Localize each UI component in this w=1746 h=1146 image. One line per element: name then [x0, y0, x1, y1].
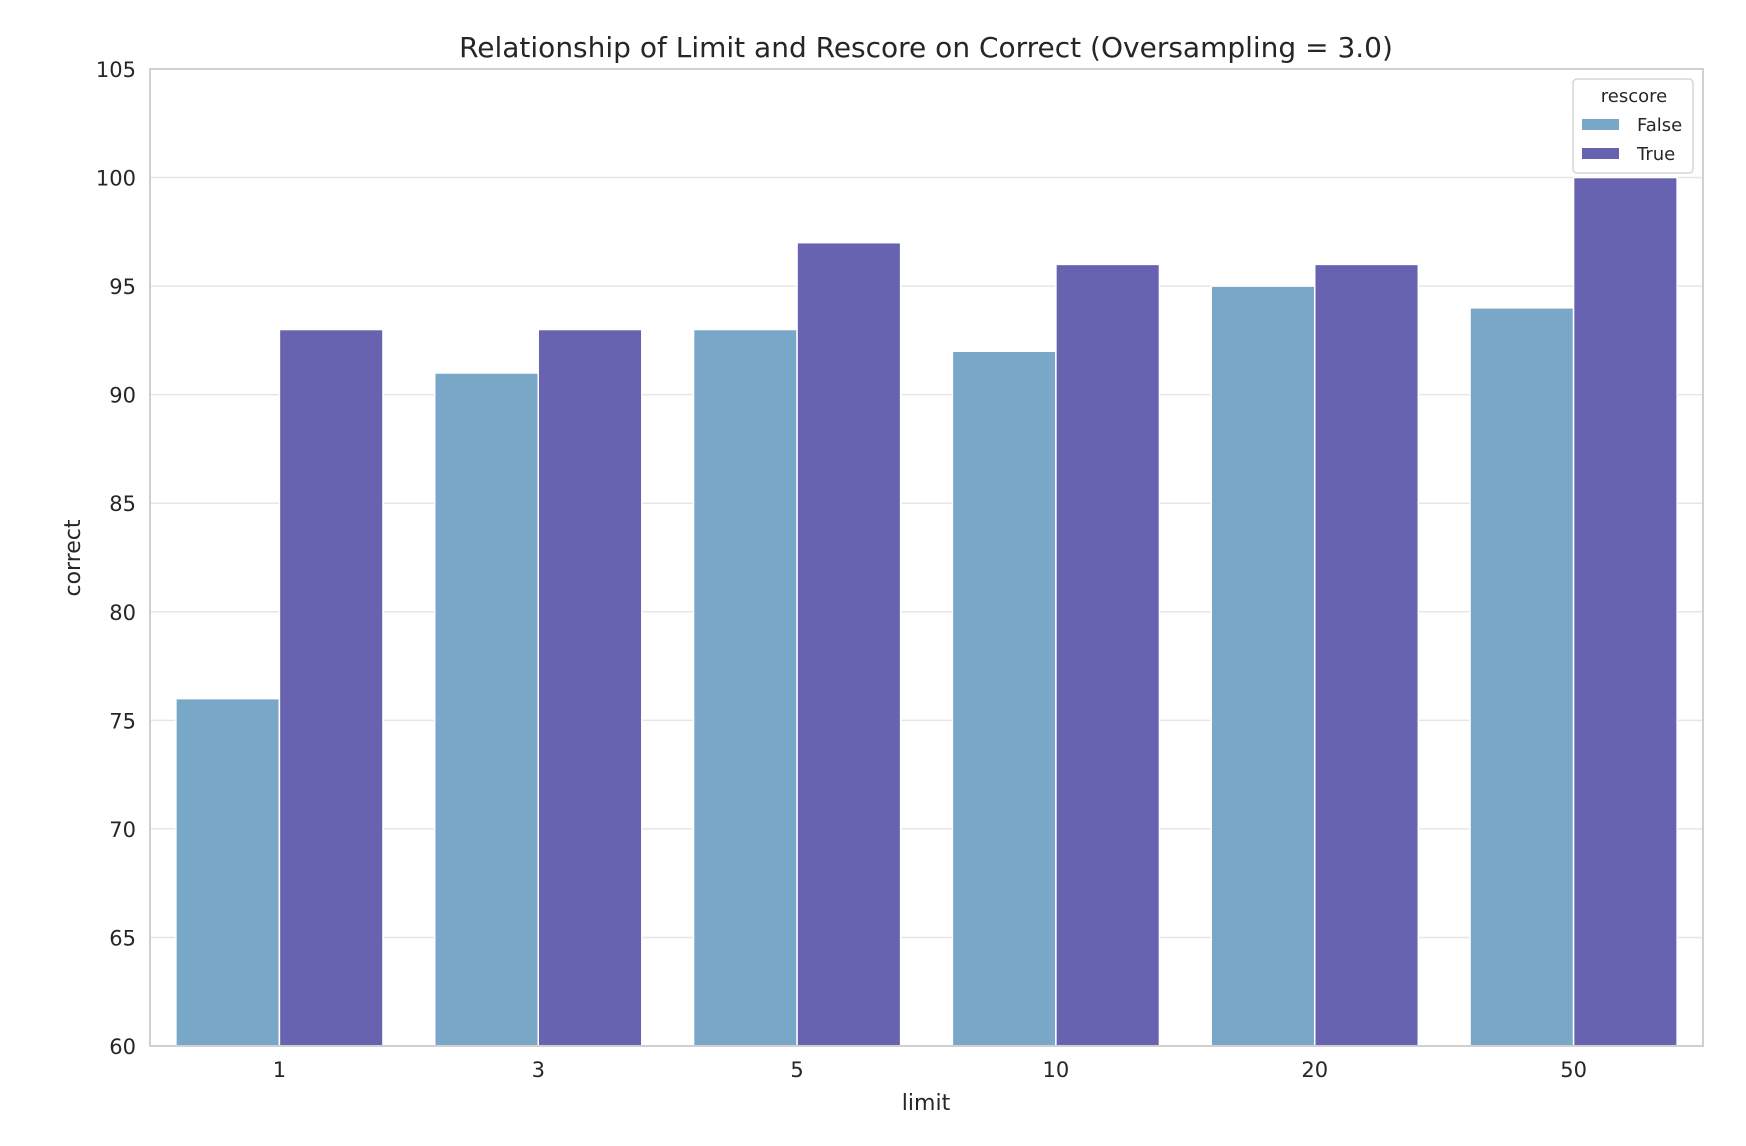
y-tick-label: 60	[109, 1035, 136, 1059]
legend-swatch-true	[1582, 148, 1619, 159]
y-tick-label: 85	[109, 492, 136, 516]
bars	[175, 176, 1678, 1047]
x-tick-label: 3	[532, 1058, 545, 1082]
bar-true-10	[1055, 263, 1161, 1047]
bar-true-1	[278, 328, 384, 1047]
y-tick-label: 95	[109, 275, 136, 299]
bar-false-5	[692, 328, 798, 1047]
legend-title: rescore	[1601, 86, 1667, 107]
x-tick-label: 50	[1560, 1058, 1587, 1082]
bar-true-3	[537, 328, 643, 1047]
x-tick-label: 10	[1043, 1058, 1070, 1082]
bar-false-3	[433, 372, 540, 1047]
x-tick-label: 1	[273, 1058, 286, 1082]
y-tick-label: 70	[109, 818, 136, 842]
legend-label-true: True	[1636, 144, 1675, 165]
y-tick-label: 65	[109, 926, 136, 950]
y-tick-label: 90	[109, 384, 136, 408]
legend-label-false: False	[1637, 115, 1682, 136]
bar-false-20	[1210, 285, 1316, 1047]
x-axis-label: limit	[902, 1091, 951, 1116]
bar-true-5	[796, 241, 902, 1047]
bar-false-50	[1469, 307, 1575, 1047]
bar-false-10	[951, 350, 1057, 1047]
y-axis-label: correct	[61, 519, 86, 596]
y-tick-label: 105	[96, 58, 136, 82]
y-tick-label: 75	[109, 709, 136, 733]
x-tick-label: 20	[1301, 1058, 1328, 1082]
x-tick-label: 5	[790, 1058, 803, 1082]
bar-true-50	[1572, 176, 1678, 1047]
y-tick-labels: 60 65 70 75 80 85 90 95 100 105	[96, 58, 136, 1059]
chart-title: Relationship of Limit and Rescore on Cor…	[459, 31, 1393, 64]
bar-false-1	[175, 697, 281, 1047]
y-tick-label: 100	[96, 167, 136, 191]
plot-frame	[149, 68, 1704, 1047]
x-tick-labels: 1 3 5 10 20 50	[273, 1058, 1587, 1082]
bar-true-20	[1314, 263, 1420, 1047]
y-tick-label: 80	[109, 601, 136, 625]
legend-swatch-false	[1582, 119, 1619, 130]
legend: rescore False True	[1572, 78, 1694, 174]
